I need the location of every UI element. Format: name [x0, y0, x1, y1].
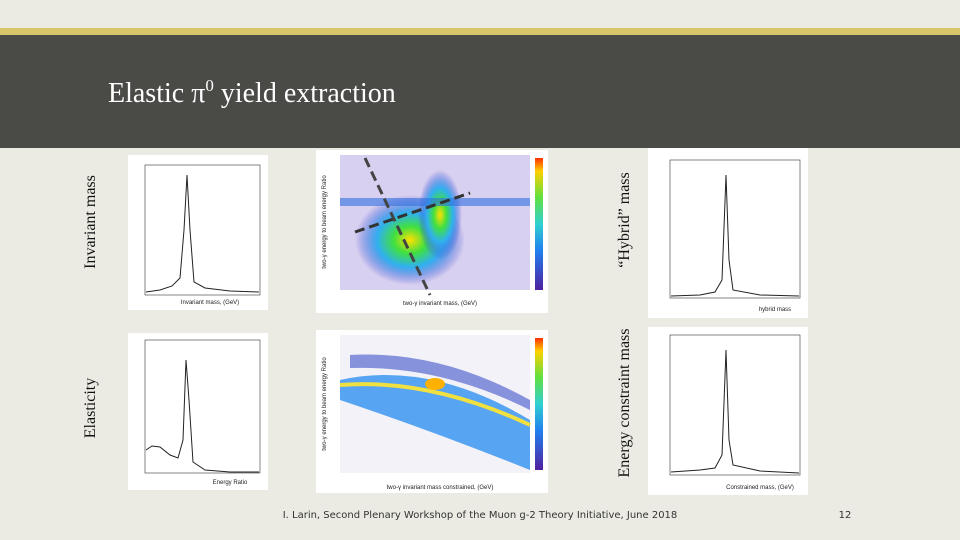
plot-top-right: hybrid mass [648, 148, 808, 318]
heat-band [340, 198, 530, 206]
heat-peak [425, 378, 445, 390]
dashed-line [363, 157, 432, 296]
plot-bottom-right: Constrained mass, (GeV) [648, 327, 808, 495]
plot-frame [144, 164, 261, 296]
dashed-line [354, 191, 471, 234]
title-band [0, 35, 960, 148]
side-label: Elasticity [82, 378, 99, 438]
side-label: Invariant mass [82, 175, 99, 269]
plot-frame [669, 159, 801, 299]
plot-bottom-middle: two-γ invariant mass constrained, (GeV) … [316, 330, 548, 493]
gold-stripe [0, 28, 960, 35]
plot-top-middle: two-γ invariant mass, (GeV) two-γ energy… [316, 150, 548, 313]
plot-top-left: Invariant mass, (GeV) [128, 155, 268, 310]
heat-blob [418, 170, 462, 260]
axis-label: two-γ energy to beam energy Ratio [322, 175, 328, 269]
axis-label: hybrid mass [759, 307, 791, 313]
heat-ridge [339, 382, 531, 427]
histogram-curve [670, 174, 800, 297]
side-label: Energy constraint mass [616, 328, 633, 477]
plot-frame [669, 334, 801, 476]
title-text: yield extraction [214, 78, 396, 109]
plot-bottom-left: Energy Ratio [128, 333, 268, 490]
heat-band [340, 375, 530, 470]
plot-frame [144, 339, 261, 474]
axis-label: two-γ invariant mass constrained, (GeV) [387, 485, 494, 491]
axis-label: Invariant mass, (GeV) [181, 300, 239, 306]
axis-label: two-γ invariant mass, (GeV) [403, 301, 477, 307]
axis-label: two-γ energy to beam energy Ratio [322, 357, 328, 451]
title-sup: 0 [205, 76, 214, 95]
footer-text: I. Larin, Second Plenary Workshop of the… [283, 510, 678, 521]
heat-band [350, 354, 530, 410]
plot-bg [128, 333, 268, 490]
histogram-curve [145, 359, 259, 473]
side-label: “Hybrid” mass [616, 172, 633, 268]
axis-label: Energy Ratio [213, 480, 248, 486]
histogram-curve [670, 349, 800, 474]
title-text: Elastic π [108, 78, 205, 109]
color-bar [535, 158, 543, 290]
page-number: 12 [839, 510, 852, 521]
plot-bg [128, 155, 268, 310]
axis-label: Constrained mass, (GeV) [726, 485, 794, 491]
slide-title: Elastic π0 yield extraction [108, 76, 396, 109]
histogram-curve [145, 174, 260, 293]
color-bar [535, 338, 543, 470]
